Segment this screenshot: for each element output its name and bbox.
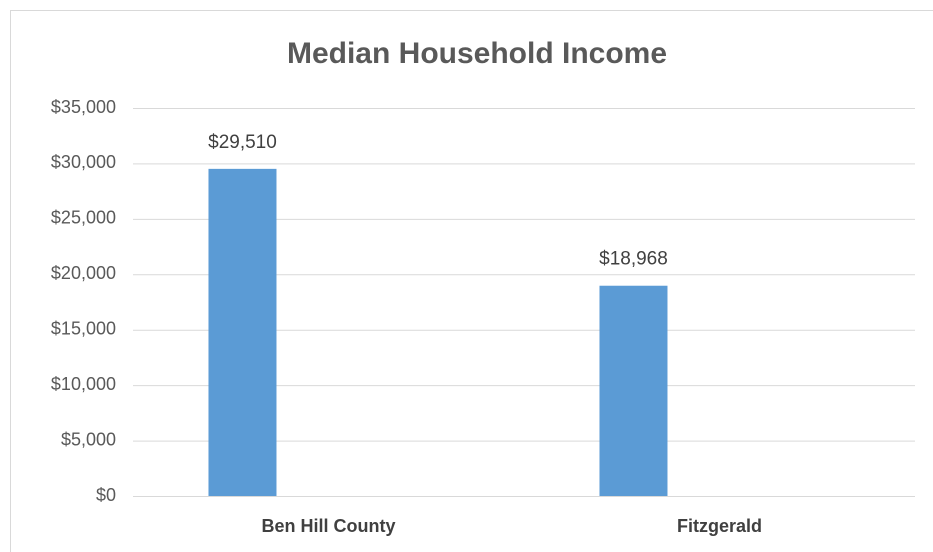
bar (599, 285, 668, 496)
chart-border (10, 10, 933, 552)
y-tick-label: $15,000 (51, 318, 116, 338)
y-tick-label: $35,000 (51, 97, 116, 117)
x-tick-label: Ben Hill County (262, 516, 396, 536)
y-tick-label: $25,000 (51, 208, 116, 228)
chart-title: Median Household Income (287, 37, 667, 70)
value-label: $29,510 (208, 132, 277, 153)
y-tick-label: $5,000 (61, 429, 116, 449)
y-tick-label: $20,000 (51, 263, 116, 283)
y-tick-label: $0 (96, 485, 116, 505)
x-tick-label: Fitzgerald (677, 516, 762, 536)
bar (208, 168, 277, 496)
y-tick-label: $30,000 (51, 152, 116, 172)
y-tick-label: $10,000 (51, 374, 116, 394)
value-label: $18,968 (599, 249, 668, 270)
